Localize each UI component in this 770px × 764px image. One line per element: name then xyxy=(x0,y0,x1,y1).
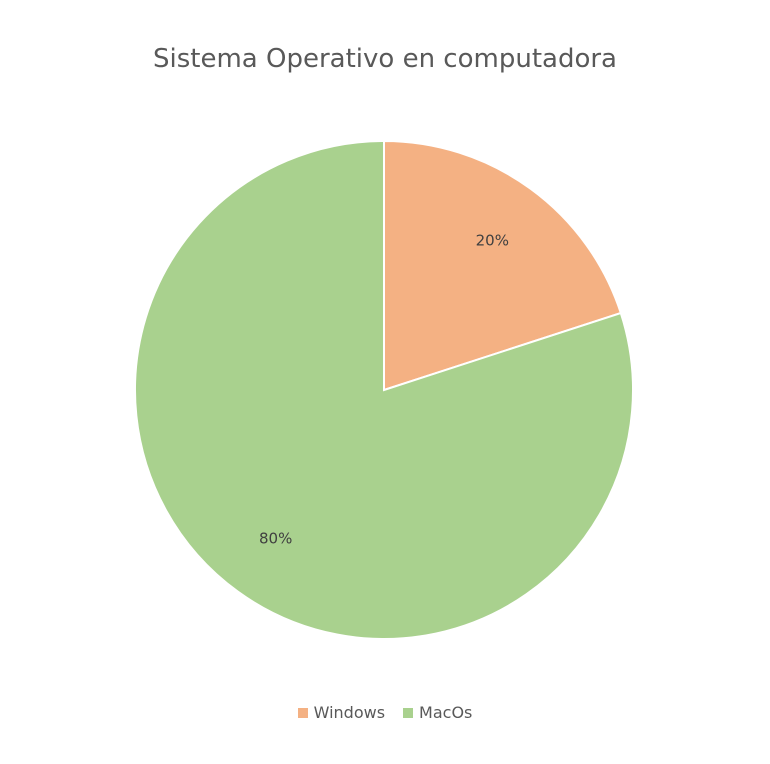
legend-swatch xyxy=(403,707,414,718)
legend-label: Windows xyxy=(313,703,386,722)
legend-swatch xyxy=(297,707,308,718)
legend-label: MacOs xyxy=(419,703,473,722)
legend-item-macos: MacOs xyxy=(403,703,472,722)
data-label-windows: 20% xyxy=(476,231,509,249)
data-label-macos: 80% xyxy=(259,530,292,548)
pie-slice-macos xyxy=(134,139,634,640)
legend-item-windows: Windows xyxy=(297,703,386,722)
pie-slice-windows xyxy=(383,139,623,392)
legend: Windows MacOs xyxy=(0,703,770,722)
chart-title: Sistema Operativo en computadora xyxy=(153,44,617,74)
